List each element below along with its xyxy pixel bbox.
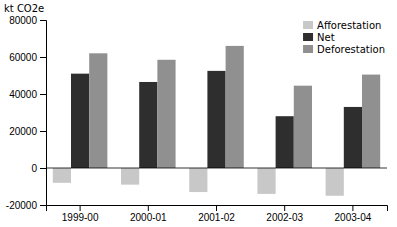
y-tick-label: -20000 [6,200,38,211]
x-tick: 2001-02 [198,205,235,223]
x-tick-label: 2003-04 [335,212,372,223]
y-tick: -20000 [6,200,46,211]
legend-swatch [303,45,313,53]
legend-label: Deforestation [317,44,385,55]
y-tick-mark [40,168,46,169]
y-tick: 60000 [9,52,46,63]
x-tick-mark [148,205,149,211]
y-tick-mark [40,205,46,206]
bar-series [71,71,362,168]
x-axis-line [47,206,388,212]
y-axis: -20000 0 20000 40000 60000 80000 [6,15,47,211]
bar-series [89,46,380,168]
x-tick: 2000-01 [130,205,167,223]
y-tick-label: 60000 [9,52,37,63]
chart: -20000 0 20000 40000 60000 80000 1999-00 2000-0… [0,0,397,227]
y-tick-mark [40,20,46,21]
bar [139,82,157,168]
x-tick-mark [284,205,285,211]
y-tick: 40000 [9,89,46,100]
bar [71,74,89,168]
x-tick-label: 2000-01 [130,212,167,223]
x-tick: 2002-03 [266,205,303,223]
x-tick-mark [80,205,81,211]
x-tick-mark [352,205,353,211]
bar [226,46,244,168]
legend-item: Deforestation [303,44,385,55]
x-tick-label: 1999-00 [62,212,99,223]
y-tick-label: 20000 [9,126,37,137]
legend-label: Afforestation [317,20,381,31]
bar [189,168,207,192]
y-axis-line [40,21,47,206]
legend-label: Net [317,32,335,43]
bar [294,86,312,168]
y-tick-mark [40,131,46,132]
y-tick: 20000 [9,126,46,137]
x-axis: 1999-00 2000-01 2001-02 2002-03 2003-04 [47,205,388,223]
bar [207,71,225,168]
bar-series [53,168,344,196]
bars [53,46,380,196]
legend-swatch [303,21,313,29]
y-tick-label: 40000 [9,89,37,100]
y-tick-label: 0 [31,163,37,174]
y-tick-mark [40,94,46,95]
bar [89,53,107,168]
y-tick-mark [40,57,46,58]
legend-item: Afforestation [303,20,381,31]
plot: -20000 0 20000 40000 60000 80000 1999-00 2000-0… [6,15,388,223]
legend: AfforestationNetDeforestation [303,20,385,55]
bar [344,107,362,168]
x-tick: 2003-04 [335,205,372,223]
x-tick-mark [216,205,217,211]
x-tick: 1999-00 [62,205,99,223]
legend-swatch [303,33,313,41]
x-tick-label: 2001-02 [198,212,235,223]
y-tick: 0 [31,163,46,174]
bar [257,168,275,194]
bar [121,168,139,185]
x-tick-label: 2002-03 [266,212,303,223]
zero-line [46,168,387,169]
bar [53,168,71,183]
legend-item: Net [303,32,335,43]
bar [326,168,344,196]
y-tick-label: 80000 [9,15,37,26]
bar [362,75,380,168]
y-tick: 80000 [9,15,46,26]
bar [276,116,294,168]
bar [157,60,175,168]
y-label: kt CO2e [4,3,44,14]
